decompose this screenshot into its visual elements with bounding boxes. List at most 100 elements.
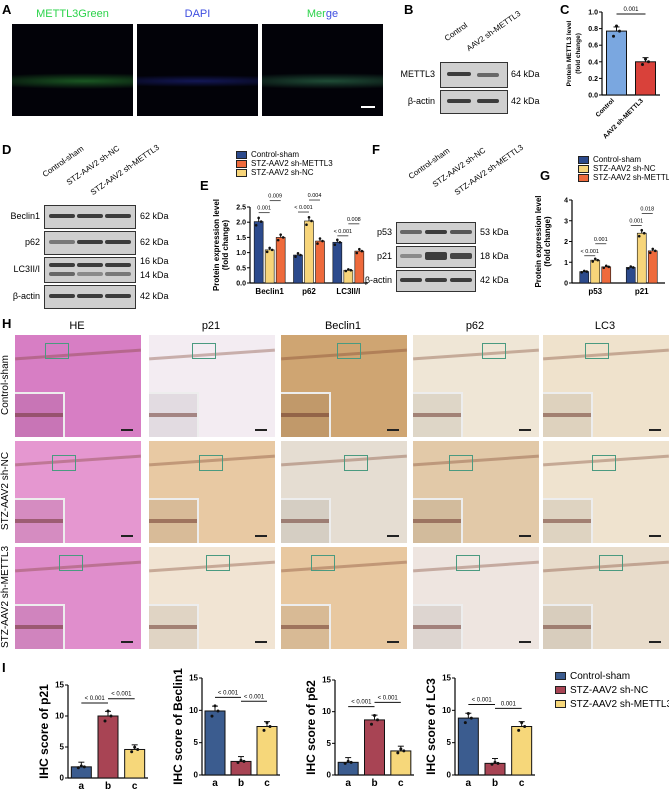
blot-lc3 (44, 257, 136, 283)
legend-swatch (578, 164, 589, 173)
scale-bar (519, 429, 531, 431)
legend-swatch (236, 159, 247, 168)
data-point (242, 759, 246, 763)
scale-bar (519, 535, 531, 537)
y-tick-label: 10 (442, 706, 451, 715)
y-tick-label: 0.8 (588, 26, 598, 33)
y-axis-title: IHC score of p21 (37, 684, 51, 779)
inset-magnified (281, 604, 331, 649)
data-point (349, 760, 353, 764)
dapi-micrograph (137, 24, 258, 116)
bar (343, 269, 354, 284)
y-tick-label: 10 (189, 706, 198, 715)
p-value-label: 0.001 (623, 7, 639, 13)
data-point (591, 260, 595, 263)
panel-label-a: A (2, 2, 12, 17)
ihc-micrograph (148, 334, 276, 438)
data-point (376, 718, 379, 722)
x-tick-label: p21 (635, 287, 649, 296)
ihc-column-title: p62 (465, 320, 485, 332)
zoom-box (344, 455, 368, 471)
y-tick-label: 0.0 (236, 281, 246, 288)
x-tick-label: b (105, 781, 111, 792)
legend-swatch (578, 155, 589, 164)
data-point (106, 709, 110, 713)
panel-label-g: G (540, 168, 551, 183)
data-point (463, 721, 467, 725)
data-point (254, 223, 258, 227)
data-point (318, 237, 322, 240)
x-tick-label: a (212, 778, 218, 789)
legend-label: STZ-AAV2 sh-NC (593, 164, 656, 173)
inset-magnified (149, 392, 199, 437)
x-tick-label: p62 (302, 287, 316, 296)
scale-bar (361, 106, 375, 108)
legend-item: STZ-AAV2 sh-NC (578, 164, 669, 173)
data-point (637, 234, 641, 238)
legend-i: Control-sham STZ-AAV2 sh-NC STZ-AAV2 sh-… (555, 670, 669, 712)
x-tick-label: b (238, 778, 244, 789)
data-point (593, 257, 597, 261)
inset-magnified (543, 604, 593, 649)
x-tick-label: c (132, 781, 138, 792)
y-tick-label: 0.5 (236, 265, 246, 272)
legend-label: STZ-AAV2 sh-METTL3 (251, 159, 333, 168)
inset-magnified (149, 604, 199, 649)
data-point (582, 269, 586, 273)
y-tick-label: 15 (55, 681, 64, 690)
p-value-label: < 0.001 (244, 694, 265, 700)
data-point (585, 270, 589, 273)
data-point (236, 761, 240, 765)
panel-label-h: H (2, 316, 12, 331)
kda-label: 18 kDa (480, 251, 509, 261)
zoom-box (337, 343, 361, 359)
data-point (651, 247, 655, 251)
blot-label: p21 (376, 251, 392, 261)
blot-label: p62 (24, 237, 40, 247)
blot-label: β-actin (407, 96, 435, 106)
bar (635, 61, 656, 96)
x-tick-label: b (371, 778, 377, 789)
y-tick-label: 0.4 (588, 59, 598, 66)
bar (70, 766, 92, 779)
data-point (644, 57, 647, 61)
y-tick-label: 10 (322, 707, 331, 716)
panel-label-b: B (404, 2, 414, 17)
ihc-column-title: LC3 (594, 320, 616, 332)
bar (293, 254, 303, 284)
ihc-column-title: p21 (201, 320, 221, 332)
x-tick-label: c (398, 778, 404, 789)
data-point (281, 236, 285, 239)
blot-p53 (396, 222, 476, 244)
y-tick-label: 2 (564, 239, 568, 246)
data-point (648, 251, 652, 255)
merge-title-blue: ge (325, 8, 339, 20)
scale-bar (121, 429, 133, 431)
blot-actin (44, 285, 136, 309)
bar (315, 240, 325, 284)
legend-item: Control-sham (555, 670, 669, 684)
panel-label-d: D (2, 142, 12, 157)
y-tick-label: 2.0 (236, 220, 246, 227)
y-tick-label: 4 (564, 198, 568, 205)
y-tick-label: 15 (442, 674, 451, 683)
data-point (355, 251, 359, 255)
data-point (262, 728, 266, 732)
ihc-micrograph (14, 334, 142, 438)
data-point (338, 240, 342, 244)
blot-label: β-actin (364, 275, 392, 285)
zoom-box (456, 555, 480, 571)
data-point (257, 216, 260, 220)
bar (304, 220, 314, 284)
data-point (333, 243, 337, 247)
panel-label-c: C (560, 2, 570, 17)
data-point (399, 747, 403, 751)
data-point (490, 762, 494, 766)
y-tick-label: 15 (322, 676, 331, 685)
data-point (210, 714, 214, 718)
y-tick-label: 0 (194, 771, 199, 780)
scale-bar (387, 535, 399, 537)
bar (124, 748, 146, 779)
data-point (493, 760, 497, 764)
bar (364, 719, 385, 776)
